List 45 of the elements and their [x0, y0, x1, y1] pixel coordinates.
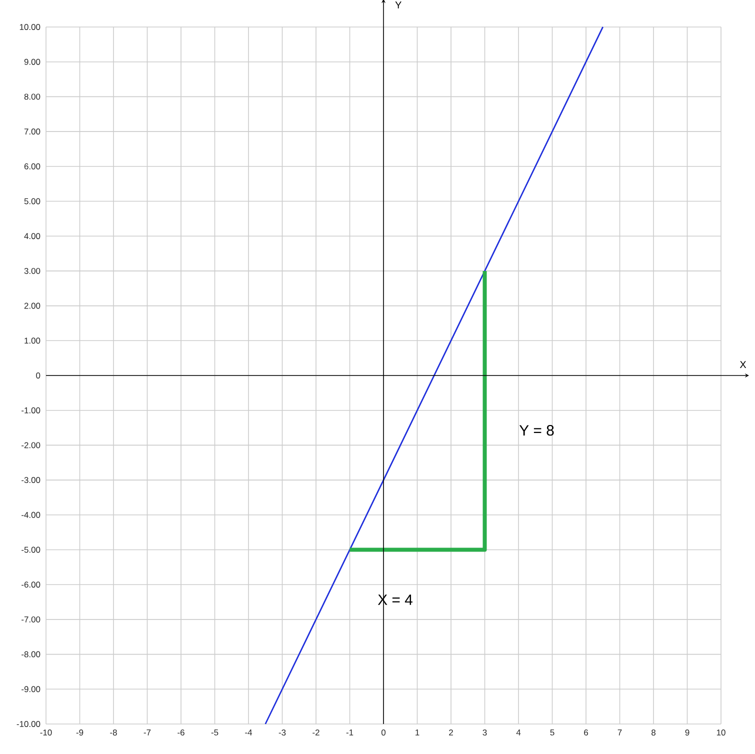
x-tick-label: -4 [245, 730, 252, 736]
y-tick-label: -9.00 [22, 686, 40, 692]
x-tick-label: 7 [618, 730, 622, 736]
x-tick-label: -8 [110, 730, 117, 736]
y-tick-label: 4.00 [24, 233, 40, 240]
x-tick-label: -5 [211, 730, 218, 736]
x-tick-label: -6 [178, 730, 184, 736]
y-tick-label: 0 [36, 372, 40, 378]
y-tick-label: 2.00 [24, 302, 40, 309]
x-tick-label: 2 [449, 730, 453, 736]
x-tick-label: -7 [144, 730, 151, 736]
annotation: Y = 8 [519, 425, 554, 436]
x-tick-label: 4 [516, 730, 521, 736]
x-tick-label: -9 [76, 730, 84, 736]
y-tick-label: 3.00 [24, 268, 40, 274]
y-axis-title: Y [395, 2, 402, 8]
x-tick-label: -2 [312, 730, 320, 736]
y-tick-label: 6.00 [24, 163, 40, 170]
x-tick-label: 1 [416, 730, 420, 736]
x-tick-label: 3 [482, 730, 487, 736]
y-tick-label: -7.00 [22, 616, 40, 622]
y-tick-label: -10.00 [16, 721, 40, 727]
y-tick-label: -3.00 [22, 477, 40, 484]
y-tick-label: 9.00 [24, 58, 40, 65]
y-tick-label: -4.00 [22, 512, 40, 518]
y-tick-label: 5.00 [24, 198, 40, 204]
x-tick-label: 0 [381, 730, 386, 736]
y-tick-label: -2.00 [22, 442, 40, 448]
x-tick-label: -10 [40, 730, 52, 736]
x-tick-label: 9 [685, 730, 690, 736]
x-tick-label: 5 [550, 730, 554, 736]
y-tick-label: 8.00 [24, 94, 40, 100]
y-tick-label: 1.00 [24, 338, 40, 344]
y-tick-label: -8.00 [22, 651, 40, 658]
x-tick-label: 10 [716, 730, 726, 736]
x-axis-title: X [740, 361, 746, 368]
y-tick-label: 7.00 [24, 128, 40, 135]
y-tick-label: -5.00 [22, 546, 40, 553]
y-tick-label: -1.00 [22, 407, 40, 414]
y-tick-label: -6.00 [22, 582, 40, 588]
x-tick-label: -1 [346, 730, 354, 736]
y-tick-label: 10.00 [20, 24, 40, 30]
x-tick-label: 8 [652, 730, 656, 736]
x-tick-label: -3 [278, 730, 286, 736]
x-tick-label: 6 [584, 730, 588, 736]
